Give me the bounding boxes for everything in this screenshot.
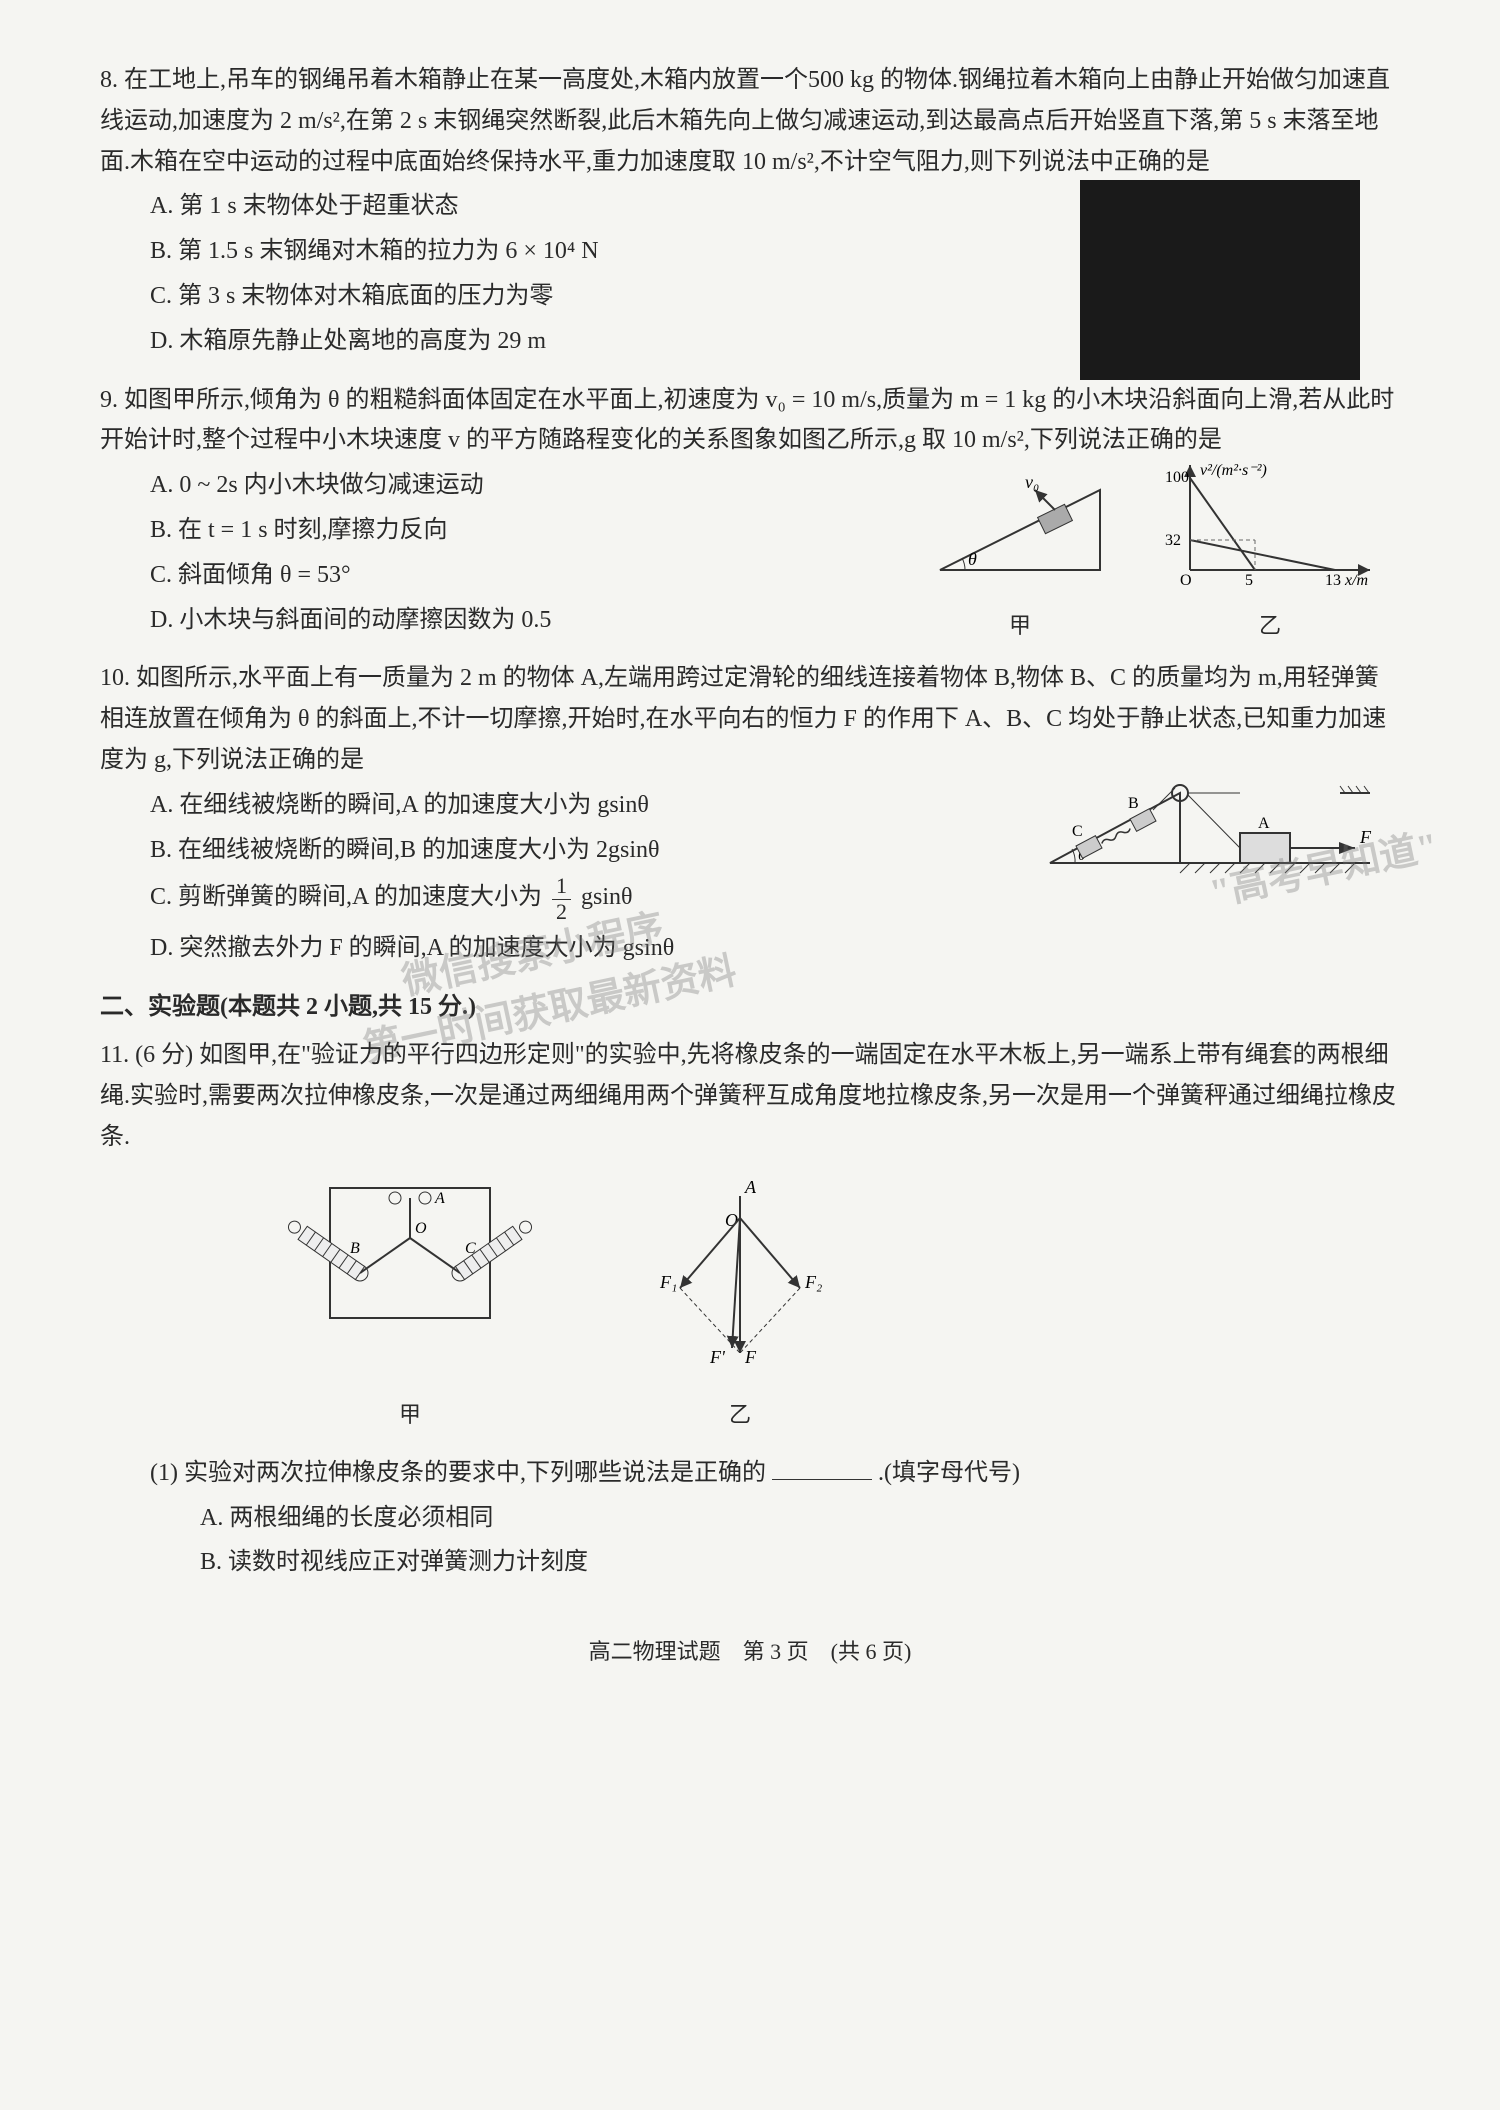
q11-text: 如图甲,在"验证力的平行四边形定则"的实验中,先将橡皮条的一端固定在水平木板上,… bbox=[100, 1042, 1396, 1150]
q10-text: 如图所示,水平面上有一质量为 2 m 的物体 A,左端用跨过定滑轮的细线连接着物… bbox=[100, 665, 1386, 773]
svg-text:F₁: F₁ bbox=[659, 1272, 677, 1292]
svg-text:v₀: v₀ bbox=[1025, 472, 1039, 492]
q9-label-yi: 乙 bbox=[1160, 607, 1380, 644]
svg-text:32: 32 bbox=[1165, 532, 1181, 549]
q11-points: (6 分) bbox=[135, 1042, 193, 1068]
svg-text:A: A bbox=[744, 1177, 757, 1197]
q10-c-post: gsinθ bbox=[581, 885, 633, 911]
svg-text:F₂: F₂ bbox=[804, 1272, 822, 1292]
svg-text:C: C bbox=[1072, 823, 1083, 840]
q9-text: 如图甲所示,倾角为 θ 的粗糙斜面体固定在水平面上,初速度为 v₀ = 10 m… bbox=[100, 387, 1394, 454]
q11-blank[interactable] bbox=[772, 1458, 872, 1480]
q10-number: 10. bbox=[100, 665, 130, 691]
question-11: 11. (6 分) 如图甲,在"验证力的平行四边形定则"的实验中,先将橡皮条的一… bbox=[100, 1035, 1400, 1583]
svg-text:O: O bbox=[1180, 572, 1192, 589]
svg-text:A: A bbox=[434, 1190, 445, 1207]
q9-number: 9. bbox=[100, 387, 118, 413]
q10-c-pre: C. 剪断弹簧的瞬间,A 的加速度大小为 bbox=[150, 885, 542, 911]
svg-text:B: B bbox=[1128, 795, 1139, 812]
q11-sub1: (1) 实验对两次拉伸橡皮条的要求中,下列哪些说法是正确的 .(填字母代号) A… bbox=[150, 1453, 1400, 1583]
svg-text:F': F' bbox=[709, 1347, 726, 1367]
svg-text:θ: θ bbox=[968, 549, 977, 569]
q11-label-yi: 乙 bbox=[640, 1396, 840, 1433]
q9-opt-b: B. 在 t = 1 s 时刻,摩擦力反向 bbox=[150, 510, 800, 551]
q11-left-svg: A O B C bbox=[280, 1178, 540, 1378]
q11-number: 11. bbox=[100, 1042, 129, 1068]
q9-figures: v₀ θ 甲 v²/(m²·s⁻²) 100 32 O 5 13 x/m bbox=[920, 460, 1380, 645]
question-9: 9. 如图甲所示,倾角为 θ 的粗糙斜面体固定在水平面上,初速度为 v₀ = 1… bbox=[100, 380, 1400, 641]
page-footer: 高二物理试题 第 3 页 (共 6 页) bbox=[100, 1633, 1400, 1670]
q11-sub1-pre: 实验对两次拉伸橡皮条的要求中,下列哪些说法是正确的 bbox=[184, 1460, 766, 1486]
svg-text:5: 5 bbox=[1245, 572, 1253, 589]
q10-opt-d: D. 突然撤去外力 F 的瞬间,A 的加速度大小为 gsinθ bbox=[150, 928, 1400, 969]
figure-blackbox bbox=[1080, 180, 1360, 380]
svg-text:B: B bbox=[350, 1240, 360, 1257]
q11-figures: A O B C bbox=[280, 1178, 1400, 1433]
q8-number: 8. bbox=[100, 67, 118, 93]
svg-text:F: F bbox=[744, 1347, 757, 1367]
incline-svg: v₀ θ bbox=[920, 460, 1120, 590]
svg-text:O: O bbox=[415, 1220, 427, 1237]
q10-c-frac: 1 2 bbox=[552, 874, 571, 923]
q9-label-jia: 甲 bbox=[920, 607, 1120, 644]
q9-opt-c: C. 斜面倾角 θ = 53° bbox=[150, 555, 800, 596]
q11-sub1-b: B. 读数时视线应正对弹簧测力计刻度 bbox=[200, 1542, 1400, 1583]
q8-text: 在工地上,吊车的钢绳吊着木箱静止在某一高度处,木箱内放置一个500 kg 的物体… bbox=[100, 67, 1390, 175]
q9-opt-d: D. 小木块与斜面间的动摩擦因数为 0.5 bbox=[150, 600, 800, 641]
q11-right-svg: A O F₁ F₂ F' F bbox=[640, 1178, 840, 1378]
q11-label-jia: 甲 bbox=[280, 1396, 540, 1433]
q9-graph: v²/(m²·s⁻²) 100 32 O 5 13 x/m 乙 bbox=[1160, 460, 1380, 645]
q11-sub1-options: A. 两根细绳的长度必须相同 B. 读数时视线应正对弹簧测力计刻度 bbox=[200, 1498, 1400, 1584]
svg-text:100: 100 bbox=[1165, 469, 1189, 486]
q11-fig-left: A O B C bbox=[280, 1178, 540, 1433]
q11-fig-right: A O F₁ F₂ F' F 乙 bbox=[640, 1178, 840, 1433]
svg-text:F: F bbox=[1359, 827, 1372, 847]
question-8: 8. 在工地上,吊车的钢绳吊着木箱静止在某一高度处,木箱内放置一个500 kg … bbox=[100, 60, 1400, 362]
svg-text:x/m: x/m bbox=[1344, 572, 1368, 589]
q9-incline-diagram: v₀ θ 甲 bbox=[920, 460, 1120, 645]
q9-options: A. 0 ~ 2s 内小木块做匀减速运动 B. 在 t = 1 s 时刻,摩擦力… bbox=[150, 465, 800, 640]
svg-text:A: A bbox=[1258, 815, 1270, 832]
q10-figure: θ C B A F bbox=[1040, 778, 1380, 902]
svg-text:13: 13 bbox=[1325, 572, 1341, 589]
question-10: 10. 如图所示,水平面上有一质量为 2 m 的物体 A,左端用跨过定滑轮的细线… bbox=[100, 658, 1400, 968]
q11-sub1-num: (1) bbox=[150, 1460, 178, 1486]
q9-opt-a: A. 0 ~ 2s 内小木块做匀减速运动 bbox=[150, 465, 800, 506]
q11-sub1-a: A. 两根细绳的长度必须相同 bbox=[200, 1498, 1400, 1539]
q10-svg: θ C B A F bbox=[1040, 778, 1380, 888]
q11-sub1-post: .(填字母代号) bbox=[878, 1460, 1020, 1486]
svg-text:v²/(m²·s⁻²): v²/(m²·s⁻²) bbox=[1200, 462, 1267, 479]
graph-svg: v²/(m²·s⁻²) 100 32 O 5 13 x/m bbox=[1160, 460, 1380, 590]
section-2-title: 二、实验题(本题共 2 小题,共 15 分.) bbox=[100, 987, 1400, 1028]
